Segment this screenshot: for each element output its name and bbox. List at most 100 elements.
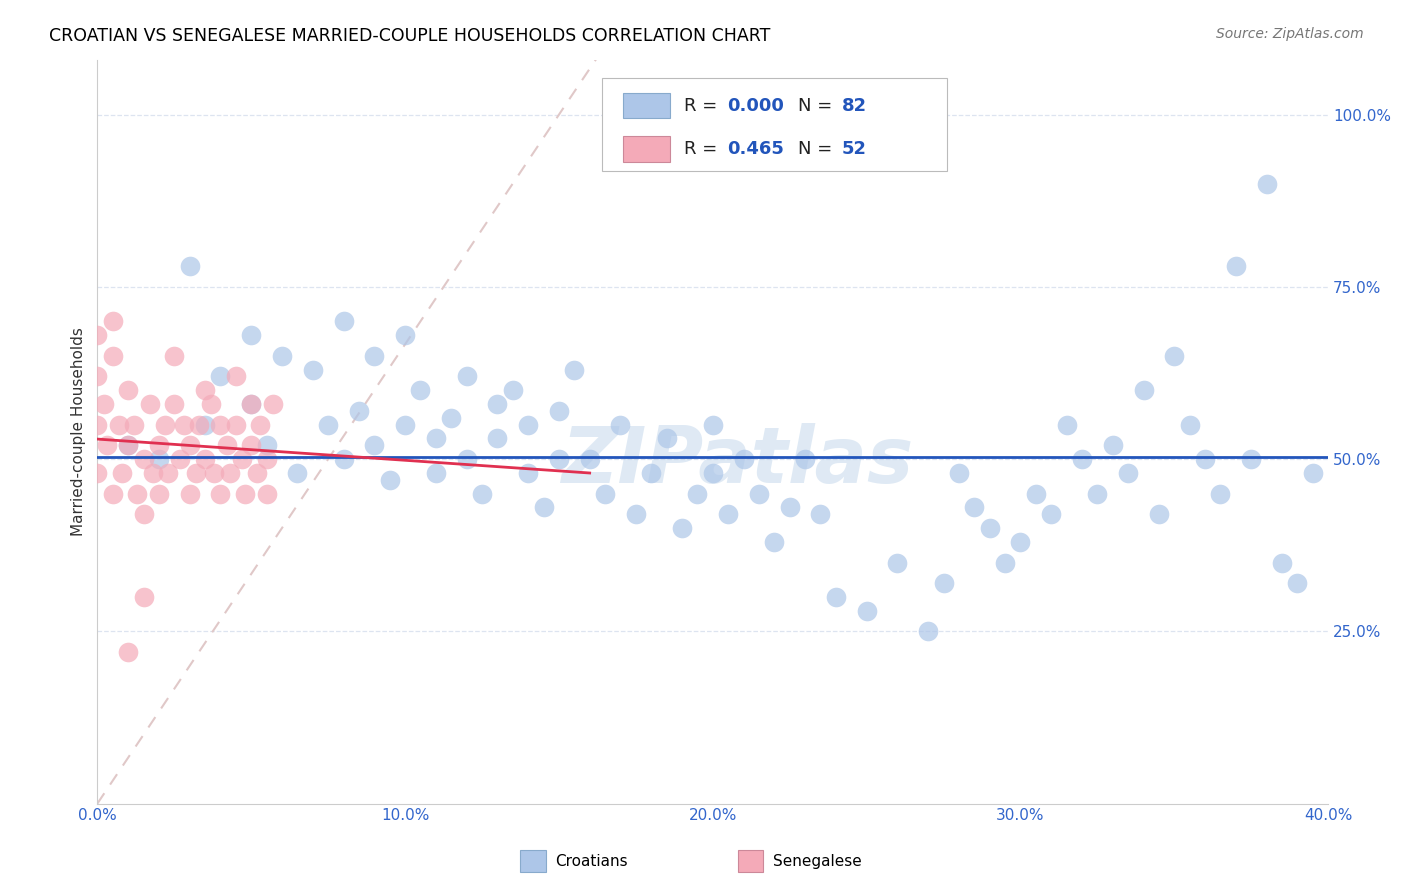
Point (187, 417, 209, 432)
Text: 52: 52 (842, 140, 868, 158)
Point (1194, 452, 1216, 467)
Point (93, 397, 115, 411)
Point (132, 452, 155, 467)
Point (562, 362, 585, 376)
Point (179, 260, 201, 274)
Point (886, 556, 908, 570)
Point (347, 404, 370, 418)
Point (425, 432, 447, 446)
Point (148, 452, 170, 467)
Point (169, 452, 191, 467)
Point (124, 417, 146, 432)
Point (332, 452, 354, 467)
Point (179, 486, 201, 500)
Point (285, 466, 308, 480)
Point (1116, 466, 1139, 480)
Point (233, 486, 256, 500)
Y-axis label: Married-couple Households: Married-couple Households (72, 327, 86, 536)
Point (686, 486, 709, 500)
FancyBboxPatch shape (602, 78, 946, 171)
Point (231, 452, 253, 467)
Point (86, 328, 108, 343)
Point (163, 349, 186, 363)
Point (1071, 452, 1094, 467)
Point (1256, 177, 1278, 191)
Point (240, 328, 263, 343)
Point (486, 432, 509, 446)
Point (148, 486, 170, 500)
Point (225, 369, 247, 384)
Point (810, 508, 832, 522)
Text: 0.000: 0.000 (727, 96, 785, 115)
Text: Croatians: Croatians (555, 855, 628, 869)
Point (1010, 534, 1032, 549)
Point (640, 466, 662, 480)
Point (209, 486, 232, 500)
Point (184, 466, 207, 480)
Point (117, 438, 139, 452)
Point (316, 417, 339, 432)
Point (1286, 576, 1309, 591)
Point (779, 500, 801, 515)
Point (994, 556, 1017, 570)
Point (533, 500, 555, 515)
Point (271, 349, 294, 363)
Point (86, 417, 108, 432)
Point (108, 417, 131, 432)
Point (1040, 508, 1063, 522)
Point (1101, 438, 1123, 452)
Point (794, 452, 817, 467)
Point (1302, 466, 1324, 480)
Point (363, 438, 385, 452)
Point (425, 466, 447, 480)
Text: Senegalese: Senegalese (773, 855, 862, 869)
Point (548, 404, 571, 418)
Point (148, 438, 170, 452)
Point (655, 432, 678, 446)
Point (111, 466, 134, 480)
Text: CROATIAN VS SENEGALESE MARRIED-COUPLE HOUSEHOLDS CORRELATION CHART: CROATIAN VS SENEGALESE MARRIED-COUPLE HO… (49, 27, 770, 45)
Point (202, 466, 225, 480)
Point (1085, 486, 1108, 500)
Point (117, 645, 139, 659)
Point (101, 349, 124, 363)
Text: R =: R = (685, 140, 724, 158)
Point (917, 624, 939, 639)
Point (117, 438, 139, 452)
Point (173, 417, 195, 432)
Point (932, 576, 955, 591)
Text: N =: N = (797, 140, 838, 158)
Point (748, 486, 770, 500)
Point (262, 397, 284, 411)
Point (225, 417, 247, 432)
Point (517, 466, 540, 480)
Point (1132, 384, 1154, 398)
Point (733, 452, 755, 467)
Point (548, 452, 571, 467)
Point (1025, 486, 1047, 500)
Text: Source: ZipAtlas.com: Source: ZipAtlas.com (1216, 27, 1364, 41)
Point (215, 438, 238, 452)
Point (702, 466, 724, 480)
Point (1147, 508, 1170, 522)
Point (456, 369, 478, 384)
Point (127, 486, 149, 500)
Point (378, 473, 401, 487)
Point (249, 417, 271, 432)
Point (824, 590, 846, 604)
Point (486, 397, 509, 411)
Point (517, 417, 540, 432)
Point (363, 349, 385, 363)
Text: N =: N = (797, 96, 838, 115)
Point (86, 369, 108, 384)
Point (138, 397, 160, 411)
Point (332, 314, 354, 328)
Point (163, 397, 186, 411)
Point (157, 466, 180, 480)
Point (1225, 260, 1247, 274)
Point (132, 508, 155, 522)
Point (578, 452, 600, 467)
Point (101, 486, 124, 500)
Point (209, 417, 232, 432)
Point (409, 384, 432, 398)
